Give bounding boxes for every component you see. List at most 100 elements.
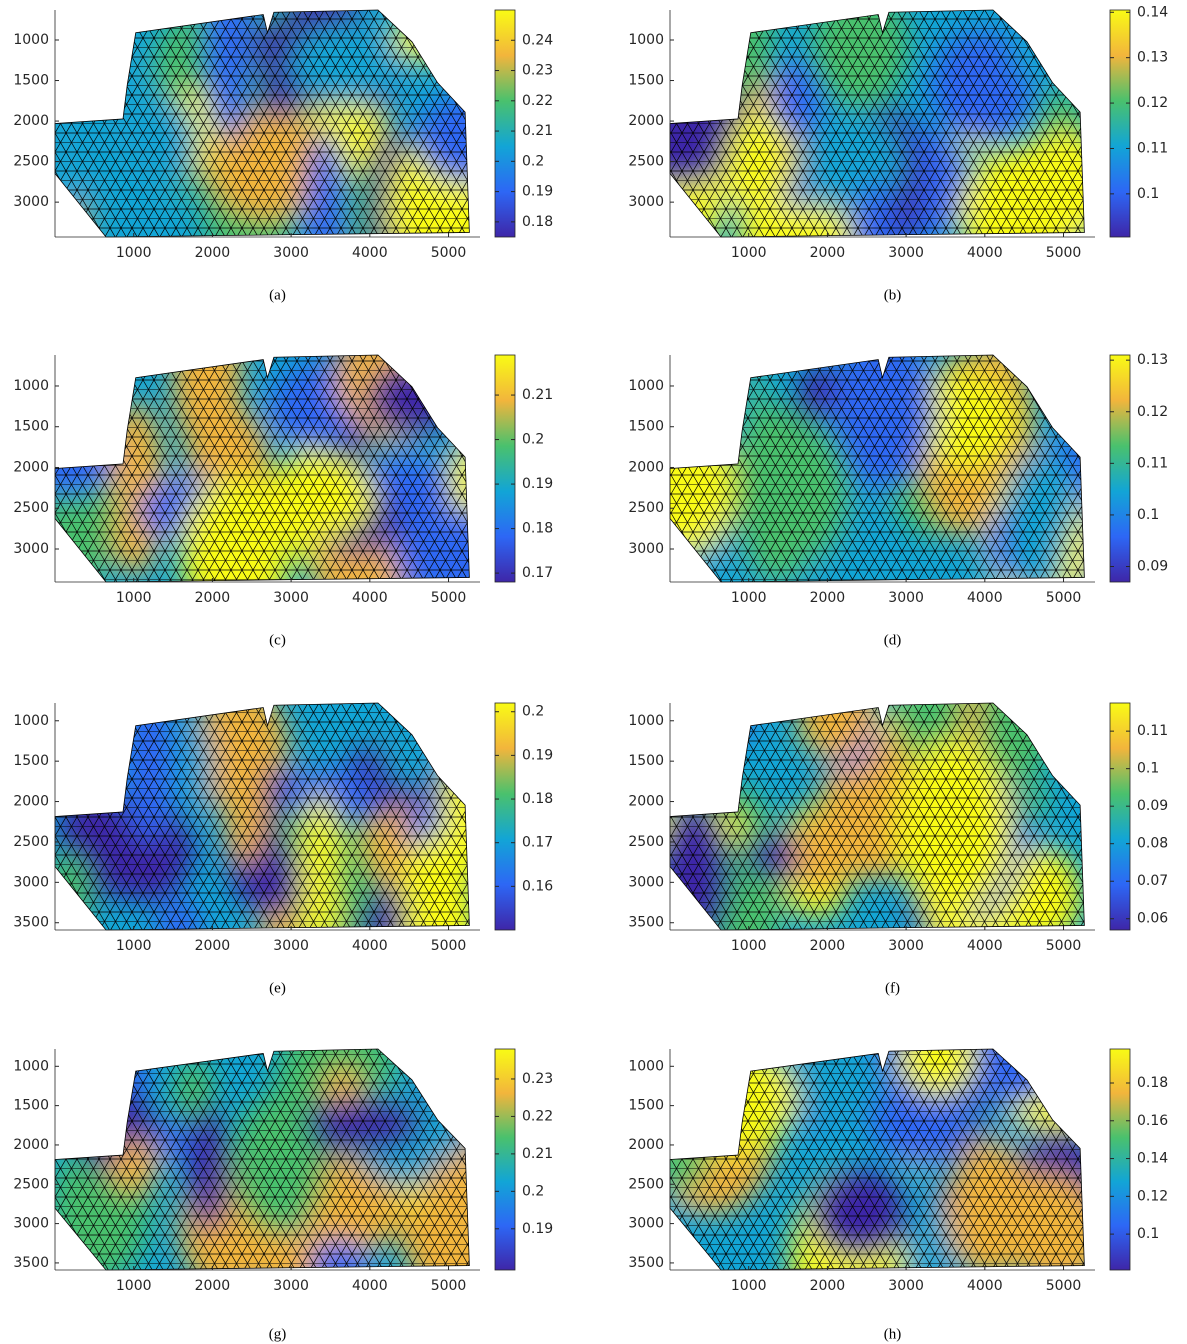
colorbar-tick-label: 0.12 [1137, 1188, 1168, 1204]
x-tick-label: 1000 [731, 590, 767, 606]
mesh-outline [54, 354, 470, 583]
x-tick-label: 2000 [195, 938, 231, 954]
colorbar-tick-label: 0.17 [522, 565, 553, 581]
y-tick-label: 2000 [13, 459, 49, 475]
mesh-blob [670, 355, 739, 472]
colorbar-tick-label: 0.09 [1137, 798, 1168, 814]
y-tick-label: 1000 [628, 1058, 664, 1074]
colorbar-tick-label: 0.13 [1137, 352, 1168, 368]
panel: 1000 2000 3000 4000 5000 1000 1500 2000 2500 3000… [13, 354, 553, 648]
y-tick-label: 3500 [628, 1255, 664, 1271]
mesh-field [55, 10, 470, 237]
y-tick-label: 3500 [628, 915, 664, 931]
colorbar-tick-label: 0.23 [522, 1071, 553, 1087]
y-tick-label: 2000 [13, 1137, 49, 1153]
y-tick-label: 2000 [628, 1137, 664, 1153]
x-tick-label: 4000 [967, 590, 1003, 606]
y-tick-label: 2500 [628, 154, 664, 170]
y-tick-label: 3000 [13, 541, 49, 557]
colorbar-tick-label: 0.06 [1137, 911, 1168, 927]
y-tick-label: 3000 [628, 194, 664, 210]
x-tick-label: 5000 [1046, 1278, 1082, 1294]
mesh-blob [55, 1049, 93, 1095]
x-tick-label: 5000 [1046, 938, 1082, 954]
colorbar-tick-label: 0.22 [522, 1108, 553, 1124]
x-tick-label: 1000 [731, 245, 767, 261]
x-tick-label: 1000 [116, 245, 152, 261]
mesh-blob [700, 355, 746, 449]
mesh-blob [670, 10, 710, 74]
x-tick-label: 2000 [195, 1278, 231, 1294]
colorbar [494, 9, 516, 238]
mesh-field [670, 703, 1085, 930]
colorbar-tick-label: 0.1 [1137, 1226, 1159, 1242]
colorbar-tick-label: 0.07 [1137, 873, 1168, 889]
y-tick-label: 3000 [628, 541, 664, 557]
y-tick-label: 1000 [13, 1058, 49, 1074]
y-tick-label: 1500 [628, 73, 664, 89]
colorbar-tick-label: 0.21 [522, 123, 553, 139]
y-tick-label: 2500 [13, 154, 49, 170]
caption: (e) [269, 980, 286, 996]
y-tick-label: 3500 [13, 915, 49, 931]
x-tick-label: 3000 [273, 590, 309, 606]
colorbar [1109, 1048, 1131, 1271]
colorbar-tick-label: 0.08 [1137, 836, 1168, 852]
mesh-outline [669, 702, 1085, 931]
colorbar-tick-label: 0.14 [1137, 4, 1168, 20]
x-tick-label: 1000 [116, 1278, 152, 1294]
y-tick-label: 2000 [13, 113, 49, 129]
x-tick-label: 4000 [352, 938, 388, 954]
x-tick-label: 3000 [273, 938, 309, 954]
colorbar-tick-label: 0.2 [522, 704, 544, 720]
colorbar-tick-label: 0.19 [522, 1221, 553, 1237]
colorbar-tick-label: 0.12 [1137, 95, 1168, 111]
mesh-field [670, 1049, 1085, 1270]
x-tick-label: 2000 [810, 590, 846, 606]
x-tick-label: 3000 [888, 938, 924, 954]
colorbar-tick-label: 0.12 [1137, 404, 1168, 420]
mesh-outline [54, 1048, 470, 1271]
panel: 1000 2000 3000 4000 5000 1000 1500 2000 2500 3000… [13, 702, 553, 996]
colorbar-tick-label: 0.21 [522, 387, 553, 403]
colorbar-tick-label: 0.09 [1137, 559, 1168, 575]
x-tick-label: 5000 [431, 1278, 467, 1294]
x-tick-label: 2000 [195, 590, 231, 606]
colorbar-tick-label: 0.2 [522, 432, 544, 448]
panel: 1000 2000 3000 4000 5000 1000 1500 2000 2500 3000… [13, 1048, 553, 1342]
x-tick-label: 2000 [810, 938, 846, 954]
x-tick-label: 3000 [888, 590, 924, 606]
colorbar-tick-label: 0.24 [522, 32, 553, 48]
colorbar-tick-label: 0.2 [522, 1183, 544, 1199]
panel: 1000 2000 3000 4000 5000 1000 1500 2000 2500 3000… [628, 352, 1168, 648]
y-tick-label: 1000 [13, 713, 49, 729]
y-tick-label: 2000 [628, 794, 664, 810]
colorbar [1109, 354, 1131, 583]
x-tick-label: 3000 [273, 1278, 309, 1294]
y-tick-label: 1000 [628, 32, 664, 48]
mesh-blob [423, 1049, 470, 1099]
colorbar [494, 354, 516, 583]
colorbar-tick-label: 0.19 [522, 476, 553, 492]
x-tick-label: 3000 [888, 245, 924, 261]
mesh-blob [420, 355, 470, 409]
y-tick-label: 2500 [13, 1176, 49, 1192]
x-tick-label: 3000 [273, 245, 309, 261]
mesh-outline [669, 354, 1085, 583]
panel: 1000 2000 3000 4000 5000 1000 1500 2000 2500 3000… [628, 702, 1168, 996]
y-tick-label: 1000 [13, 32, 49, 48]
y-tick-label: 2500 [13, 834, 49, 850]
y-tick-label: 1000 [13, 378, 49, 394]
y-tick-label: 2500 [13, 500, 49, 516]
x-tick-label: 1000 [116, 938, 152, 954]
colorbar [1109, 9, 1131, 238]
x-tick-label: 5000 [1046, 245, 1082, 261]
colorbar [494, 702, 516, 931]
mesh-blob [670, 355, 750, 442]
y-tick-label: 1000 [628, 378, 664, 394]
x-tick-label: 2000 [195, 245, 231, 261]
colorbar-tick-label: 0.22 [522, 93, 553, 109]
y-tick-label: 2000 [628, 459, 664, 475]
colorbar [494, 1048, 516, 1271]
